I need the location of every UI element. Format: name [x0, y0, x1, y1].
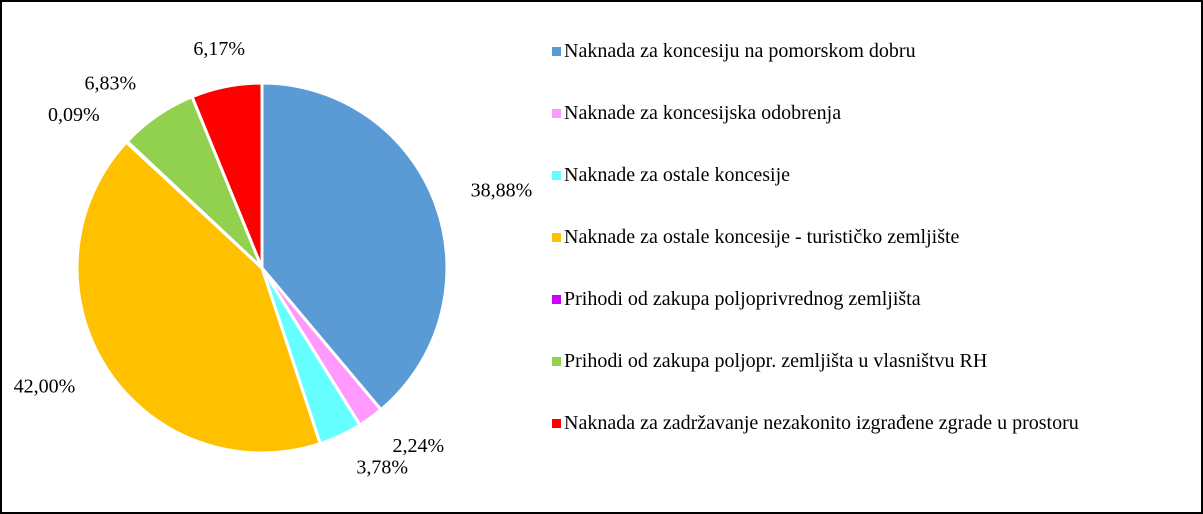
- legend-label: Prihodi od zakupa poljoprivrednog zemlji…: [564, 288, 921, 310]
- legend-item: Naknada za koncesiju na pomorskom dobru: [552, 38, 1192, 100]
- legend-label: Naknada za zadržavanje nezakonito izgrađ…: [564, 412, 1079, 434]
- legend-label: Naknade za koncesijska odobrenja: [564, 102, 842, 124]
- pie-slice: [190, 81, 264, 269]
- pie-slice: [75, 140, 323, 455]
- legend-label: Naknade za ostale koncesije: [564, 164, 791, 186]
- data-label: 6,17%: [193, 38, 245, 60]
- legend-swatch: [552, 109, 561, 118]
- legend-swatch: [552, 419, 561, 428]
- data-label: 42,00%: [14, 376, 76, 398]
- legend-item: Prihodi od zakupa poljopr. zemljišta u v…: [552, 348, 1192, 410]
- legend-item: Naknada za zadržavanje nezakonito izgrađ…: [552, 410, 1192, 472]
- pie-area: 38,88% 2,24%3,78% 42,00% 0,09% 6,83% 6,17%: [14, 38, 533, 479]
- data-label: 2,24%: [392, 435, 444, 457]
- legend-swatch: [552, 357, 561, 366]
- pie-slice: [260, 81, 449, 412]
- legend-swatch: [552, 295, 561, 304]
- legend-item: Naknade za ostale koncesije: [552, 162, 1192, 224]
- legend-item: Prihodi od zakupa poljoprivrednog zemlji…: [552, 286, 1192, 348]
- legend-swatch: [552, 47, 561, 56]
- legend-label: Naknade za ostale koncesije - turističko…: [564, 226, 960, 248]
- legend-swatch: [552, 233, 561, 242]
- data-label: 38,88%: [471, 180, 533, 202]
- legend-item: Naknade za ostale koncesije - turističko…: [552, 224, 1192, 286]
- legend-label: Prihodi od zakupa poljopr. zemljišta u v…: [564, 350, 988, 372]
- data-label: 3,78%: [356, 457, 408, 479]
- data-label: 6,83%: [85, 73, 137, 95]
- legend-item: Naknade za koncesijska odobrenja: [552, 100, 1192, 162]
- legend: Naknada za koncesiju na pomorskom dobru N…: [552, 38, 1192, 472]
- legend-swatch: [552, 171, 561, 180]
- data-label: 0,09%: [48, 104, 100, 126]
- legend-label: Naknada za koncesiju na pomorskom dobru: [564, 40, 916, 62]
